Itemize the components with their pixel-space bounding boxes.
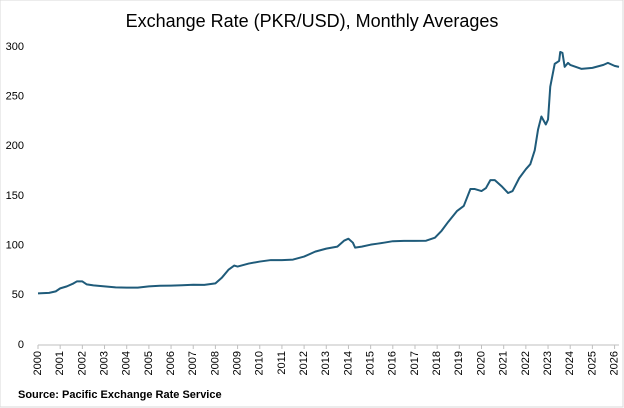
x-tick-label: 2011 [276, 351, 288, 375]
x-tick-label: 2012 [298, 351, 310, 375]
line-series [37, 50, 620, 295]
x-tick-label: 2020 [475, 351, 487, 375]
x-tick-label: 2010 [254, 351, 266, 375]
x-tick-label: 2007 [187, 351, 199, 375]
chart-title: Exchange Rate (PKR/USD), Monthly Average… [126, 11, 499, 31]
x-tick-label: 2014 [342, 351, 354, 375]
y-tick-label: 150 [6, 190, 24, 202]
x-tick-label: 2009 [231, 351, 243, 375]
x-tick-label: 2019 [453, 351, 465, 375]
x-tick-label: 2003 [98, 351, 110, 375]
x-tick-label: 2016 [387, 351, 399, 375]
x-tick-label: 2026 [608, 351, 620, 375]
x-tick-label: 2000 [32, 351, 44, 375]
x-tick-label: 2025 [586, 351, 598, 375]
x-tick-label: 2018 [431, 351, 443, 375]
x-tick-label: 2021 [498, 351, 510, 375]
x-tick-label: 2023 [542, 351, 554, 375]
y-tick-label: 200 [6, 140, 24, 152]
y-tick-label: 100 [6, 240, 24, 252]
x-tick-label: 2004 [121, 351, 133, 375]
x-tick-label: 2013 [320, 351, 332, 375]
x-tick-label: 2017 [409, 351, 421, 375]
x-tick-label: 2001 [54, 351, 66, 375]
x-tick-label: 2006 [165, 351, 177, 375]
x-tick-label: 2005 [143, 351, 155, 375]
y-tick-label: 0 [18, 339, 24, 351]
x-tick-label: 2022 [520, 351, 532, 375]
x-tick-label: 2008 [209, 351, 221, 375]
y-tick-label: 300 [6, 41, 24, 53]
x-tick-label: 2015 [365, 351, 377, 375]
x-tick-label: 2002 [76, 351, 88, 375]
y-tick-label: 250 [6, 91, 24, 103]
x-tick-label: 2024 [564, 351, 576, 375]
source: Source: Pacific Exchange Rate Service [18, 389, 222, 401]
y-tick-label: 50 [12, 289, 24, 301]
